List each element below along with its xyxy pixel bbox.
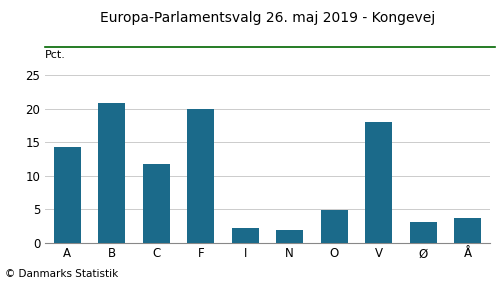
Bar bbox=[321, 210, 347, 243]
Text: Europa-Parlamentsvalg 26. maj 2019 - Kongevej: Europa-Parlamentsvalg 26. maj 2019 - Kon… bbox=[100, 11, 435, 25]
Bar bbox=[54, 147, 80, 243]
Bar bbox=[276, 230, 303, 243]
Bar bbox=[143, 164, 170, 243]
Bar bbox=[366, 122, 392, 243]
Bar bbox=[232, 228, 258, 243]
Text: Pct.: Pct. bbox=[45, 50, 66, 60]
Text: © Danmarks Statistik: © Danmarks Statistik bbox=[5, 269, 118, 279]
Bar bbox=[410, 222, 436, 243]
Bar bbox=[98, 103, 125, 243]
Bar bbox=[188, 109, 214, 243]
Bar bbox=[454, 219, 481, 243]
